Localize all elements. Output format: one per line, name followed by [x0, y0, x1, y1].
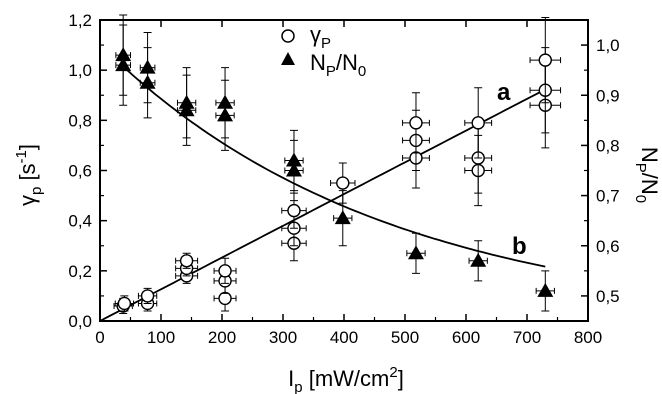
- x-tick-label: 700: [513, 328, 541, 347]
- legend-triangle-icon: [281, 52, 295, 65]
- y-left-tick-label: 0,8: [68, 111, 92, 130]
- legend-entry-gamma: γP: [310, 22, 331, 52]
- data-point-gamma: [409, 116, 423, 130]
- data-point-gamma: [336, 176, 350, 190]
- x-axis-title: Ip [mW/cm2]: [288, 364, 404, 394]
- data-point-gamma: [117, 296, 132, 311]
- data-point-np-n0: [285, 162, 302, 177]
- y-left-tick-label: 1,2: [68, 11, 92, 30]
- data-point-gamma: [471, 116, 485, 130]
- x-tick-label: 500: [391, 328, 419, 347]
- x-tick-label: 200: [208, 328, 236, 347]
- data-point-np-n0: [537, 282, 554, 297]
- data-point-gamma: [218, 291, 232, 306]
- data-point-gamma: [140, 289, 155, 303]
- y-left-tick-label: 0,2: [68, 262, 92, 281]
- data-point-np-n0: [178, 102, 195, 117]
- legend-entry-np-n0: NP/N0: [310, 50, 366, 80]
- y-left-axis-title: γp [s-1]: [13, 144, 45, 206]
- data-point-np-n0: [407, 245, 424, 260]
- data-point-gamma: [218, 264, 232, 278]
- y-right-tick-label: 0,9: [596, 86, 620, 105]
- x-tick-label: 0: [95, 328, 104, 347]
- y-left-tick-label: 1,0: [68, 61, 92, 80]
- y-left-tick-label: 0,6: [68, 162, 92, 181]
- x-tick-labels: 0 100 200 300 400 500 600 700 800: [95, 328, 602, 347]
- data-point-np-n0: [115, 57, 132, 72]
- legend-circle-icon: [281, 29, 295, 43]
- x-tick-label: 300: [269, 328, 297, 347]
- y-left-tick-label: 0,0: [68, 312, 92, 331]
- data-point-np-n0: [470, 252, 487, 267]
- y-right-tick-label: 0,5: [596, 287, 620, 306]
- data-point-np-n0: [334, 210, 351, 225]
- fit-curve: [99, 88, 546, 322]
- plot-frame: [99, 19, 589, 322]
- fit-lines: [99, 65, 546, 322]
- data-point-gamma: [287, 203, 301, 218]
- y-right-tick-label: 1,0: [596, 36, 620, 55]
- data-point-gamma: [179, 254, 194, 268]
- axis-ticks: [99, 19, 589, 322]
- data-point-gamma: [538, 53, 552, 67]
- y-right-tick-labels: 0,5 0,6 0,7 0,8 0,9 1,0: [596, 36, 620, 306]
- x-tick-label: 800: [574, 328, 602, 347]
- x-tick-label: 100: [147, 328, 175, 347]
- y-right-tick-label: 0,8: [596, 136, 620, 155]
- y-right-tick-label: 0,6: [596, 237, 620, 256]
- data-point-np-n0: [139, 74, 156, 89]
- curve-label-b: b: [512, 233, 527, 260]
- x-tick-label: 600: [452, 328, 480, 347]
- y-left-tick-label: 0,4: [68, 212, 92, 231]
- curve-label-a: a: [497, 79, 511, 106]
- fit-curve: [122, 65, 546, 268]
- y-right-axis-title: NP/N0: [632, 147, 662, 203]
- data-point-np-n0: [217, 107, 234, 122]
- data-markers: [113, 14, 562, 314]
- x-tick-label: 400: [330, 328, 358, 347]
- y-left-tick-labels: 0,0 0,2 0,4 0,6 0,8 1,0 1,2: [68, 11, 92, 331]
- y-right-tick-label: 0,7: [596, 187, 620, 206]
- legend: γP NP/N0: [281, 22, 366, 80]
